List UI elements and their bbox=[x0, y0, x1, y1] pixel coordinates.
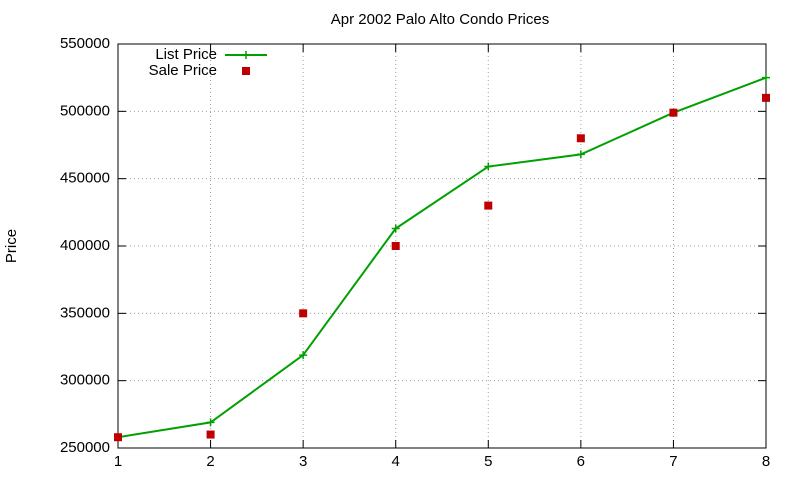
data-point bbox=[484, 201, 493, 210]
data-point bbox=[669, 108, 678, 117]
y-axis-label: Price bbox=[3, 229, 20, 263]
x-tick-label: 7 bbox=[669, 453, 677, 470]
x-tick-label: 2 bbox=[206, 453, 214, 470]
y-tick-label: 500000 bbox=[60, 102, 110, 119]
chart-title: Apr 2002 Palo Alto Condo Prices bbox=[331, 11, 549, 28]
data-point bbox=[762, 73, 770, 82]
data-point bbox=[206, 418, 215, 427]
y-tick-label: 550000 bbox=[60, 35, 110, 52]
y-tick-label: 350000 bbox=[60, 304, 110, 321]
data-point bbox=[114, 433, 122, 442]
legend-label: List Price bbox=[155, 46, 217, 63]
data-point bbox=[299, 309, 308, 318]
x-tick-label: 3 bbox=[299, 453, 307, 470]
y-tick-label: 250000 bbox=[60, 439, 110, 456]
y-tick-label: 400000 bbox=[60, 237, 110, 254]
x-tick-label: 1 bbox=[114, 453, 122, 470]
x-tick-label: 4 bbox=[392, 453, 400, 470]
data-point bbox=[576, 134, 585, 143]
plot-border bbox=[117, 43, 767, 449]
data-point bbox=[391, 242, 400, 250]
data-point bbox=[484, 162, 493, 171]
data-point bbox=[391, 224, 400, 233]
x-tick-label: 6 bbox=[577, 453, 585, 470]
legend-label: Sale Price bbox=[149, 62, 217, 79]
y-tick-label: 450000 bbox=[60, 170, 110, 187]
legend-marker bbox=[242, 51, 250, 59]
data-point bbox=[206, 430, 215, 439]
data-point bbox=[576, 150, 585, 159]
y-tick-label: 300000 bbox=[60, 372, 110, 389]
data-point bbox=[299, 351, 308, 360]
data-point bbox=[762, 93, 770, 102]
x-tick-label: 8 bbox=[762, 453, 770, 470]
series-line bbox=[117, 76, 767, 439]
legend-marker bbox=[242, 67, 250, 75]
x-tick-label: 5 bbox=[484, 453, 492, 470]
